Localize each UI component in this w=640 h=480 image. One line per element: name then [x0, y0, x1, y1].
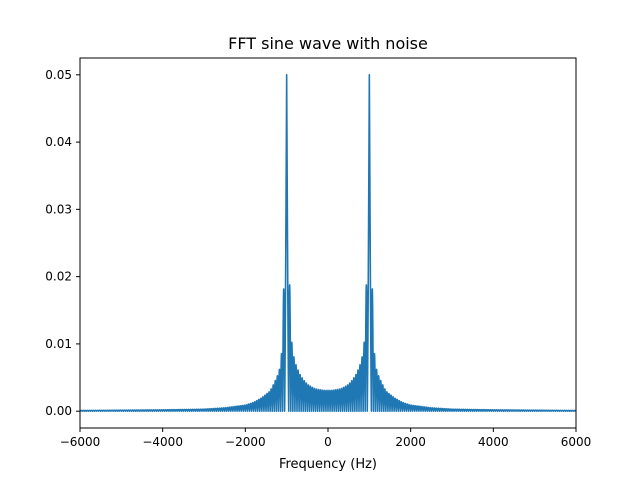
y-tick-label: 0.01 — [45, 337, 72, 351]
spectrum-line — [80, 74, 576, 412]
y-tick-label: 0.04 — [45, 135, 72, 149]
y-tick-label: 0.05 — [45, 68, 72, 82]
x-tick-label: 0 — [324, 435, 332, 449]
y-tick-label: 0.03 — [45, 202, 72, 216]
x-tick-label: −6000 — [60, 435, 101, 449]
y-tick-label: 0.02 — [45, 270, 72, 284]
x-tick-label: 6000 — [561, 435, 592, 449]
x-tick-label: −2000 — [225, 435, 266, 449]
y-tick-label: 0.00 — [45, 404, 72, 418]
x-axis-label: Frequency (Hz) — [279, 457, 377, 472]
chart-title: FFT sine wave with noise — [228, 34, 428, 53]
series-layer — [80, 74, 576, 412]
axes-layer: −6000 −4000 −2000 0 2000 4000 6000 0.00 0.01 0.02… — [45, 57, 592, 449]
x-tick-label: 2000 — [395, 435, 426, 449]
x-tick-label: −4000 — [142, 435, 183, 449]
x-tick-label: 4000 — [478, 435, 509, 449]
